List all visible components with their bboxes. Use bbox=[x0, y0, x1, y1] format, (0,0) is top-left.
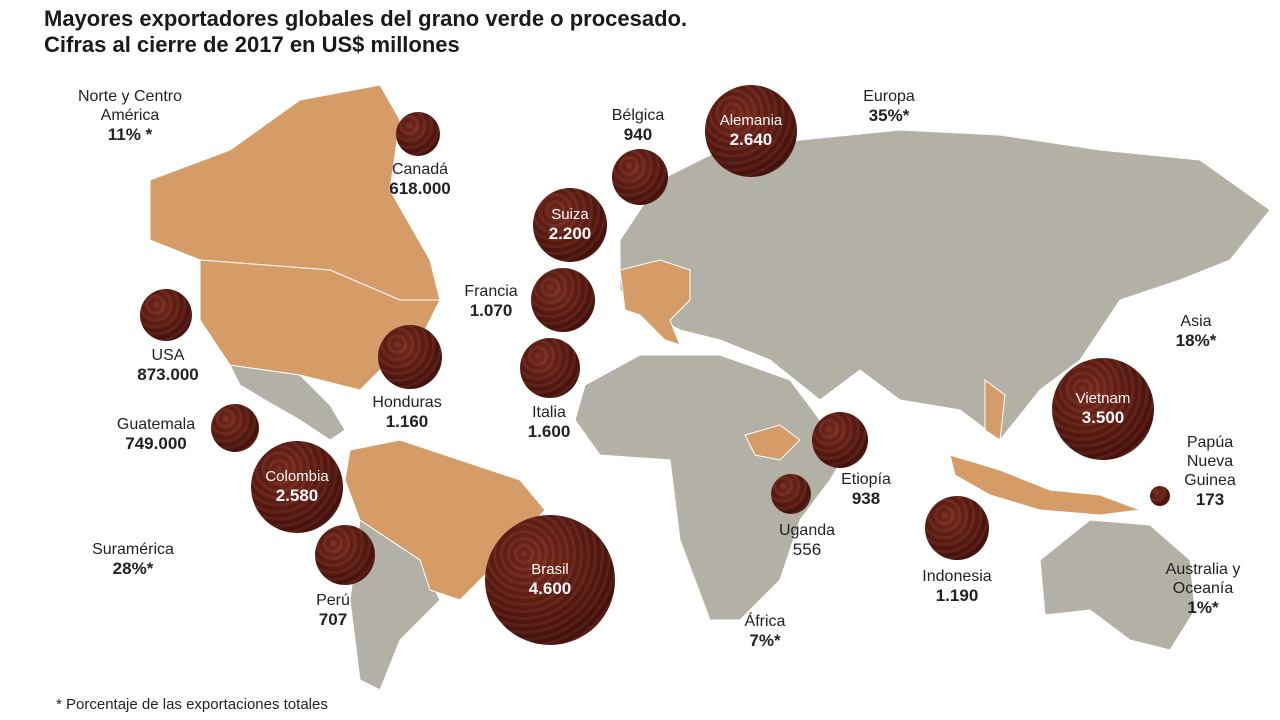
region-norte-centro-america: Norte y Centro América 11% * bbox=[77, 88, 183, 144]
land-eurasia bbox=[619, 129, 1271, 441]
land-vietnam bbox=[984, 379, 1006, 441]
bean-canada bbox=[396, 112, 440, 156]
bean-alemania: Alemania 2.640 bbox=[705, 85, 797, 177]
bean-png bbox=[1150, 486, 1170, 506]
bean-peru bbox=[315, 525, 375, 585]
label-belgica: Bélgica 940 bbox=[611, 107, 665, 144]
label-francia: Francia 1.070 bbox=[464, 283, 518, 320]
land-australia bbox=[1039, 519, 1196, 651]
map-title: Mayores exportadores globales del grano … bbox=[44, 6, 688, 57]
land-indonesia-png bbox=[949, 454, 1141, 516]
bean-suiza: Suiza 2.200 bbox=[533, 188, 607, 262]
bean-usa bbox=[140, 289, 192, 341]
region-asia: Asia 18%* bbox=[1175, 313, 1217, 350]
label-usa: USA 873.000 bbox=[137, 347, 199, 384]
region-australia-oceania: Australia y Oceanía 1%* bbox=[1165, 561, 1241, 617]
label-italia: Italia 1.600 bbox=[527, 404, 571, 441]
label-etiopia: Etiopía 938 bbox=[841, 471, 891, 508]
land-mexico-central-america bbox=[229, 364, 346, 441]
bean-indonesia bbox=[925, 496, 989, 560]
bean-colombia: Colombia 2.580 bbox=[251, 441, 343, 533]
region-europa: Europa 35%* bbox=[863, 88, 915, 125]
bean-honduras bbox=[378, 325, 442, 389]
label-canada: Canadá 618.000 bbox=[389, 161, 451, 198]
bean-uganda bbox=[771, 474, 811, 514]
bean-belgica bbox=[612, 149, 668, 205]
footnote: * Porcentaje de las exportaciones totale… bbox=[56, 696, 328, 713]
region-africa: África 7%* bbox=[744, 613, 786, 650]
region-suramerica: Suramérica 28%* bbox=[92, 541, 174, 578]
label-guatemala: Guatemala 749.000 bbox=[116, 416, 196, 453]
land-france-germany-italy bbox=[619, 259, 691, 346]
bean-etiopia bbox=[812, 412, 868, 468]
bean-guatemala bbox=[211, 404, 259, 452]
bean-vietnam: Vietnam 3.500 bbox=[1052, 358, 1154, 460]
label-uganda: Uganda 556 bbox=[778, 522, 836, 559]
label-indonesia: Indonesia 1.190 bbox=[922, 568, 992, 605]
label-honduras: Honduras 1.160 bbox=[372, 394, 442, 431]
bean-francia bbox=[531, 268, 595, 332]
label-peru: Perú 707 bbox=[316, 592, 350, 629]
land-ethiopia bbox=[744, 424, 801, 461]
land-africa bbox=[574, 354, 861, 621]
bean-italia bbox=[520, 338, 580, 398]
bean-brasil: Brasil 4.600 bbox=[485, 515, 615, 645]
label-png: Papúa Nueva Guinea 173 bbox=[1184, 434, 1236, 509]
